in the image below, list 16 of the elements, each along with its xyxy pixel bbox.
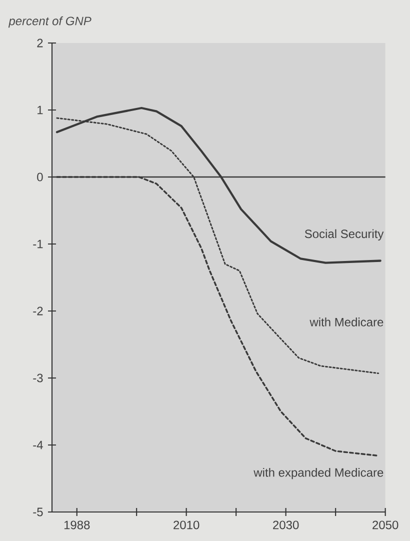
- x-tick-label: 2010: [174, 520, 200, 530]
- y-tick-label: 1: [38, 106, 43, 114]
- y-tick-label: 0: [37, 172, 43, 182]
- y-tick-label: -2: [33, 306, 43, 316]
- y-tick-label: -1: [33, 240, 43, 248]
- y-tick-label: -4: [33, 440, 43, 450]
- y-tick-label: 2: [37, 38, 43, 48]
- y-tick-label: -3: [33, 374, 43, 382]
- x-tick-label: 2050: [372, 520, 398, 530]
- x-tick-label: 1988: [64, 520, 90, 530]
- y-tick-label: -5: [33, 508, 43, 516]
- series-label: Social Security: [304, 229, 384, 240]
- series-label: with expanded Medicare: [254, 468, 384, 480]
- text: with Medicare: [310, 318, 384, 326]
- y-axis-title: percent of GNP: [8, 16, 92, 28]
- x-tick-label: 2030: [273, 520, 299, 530]
